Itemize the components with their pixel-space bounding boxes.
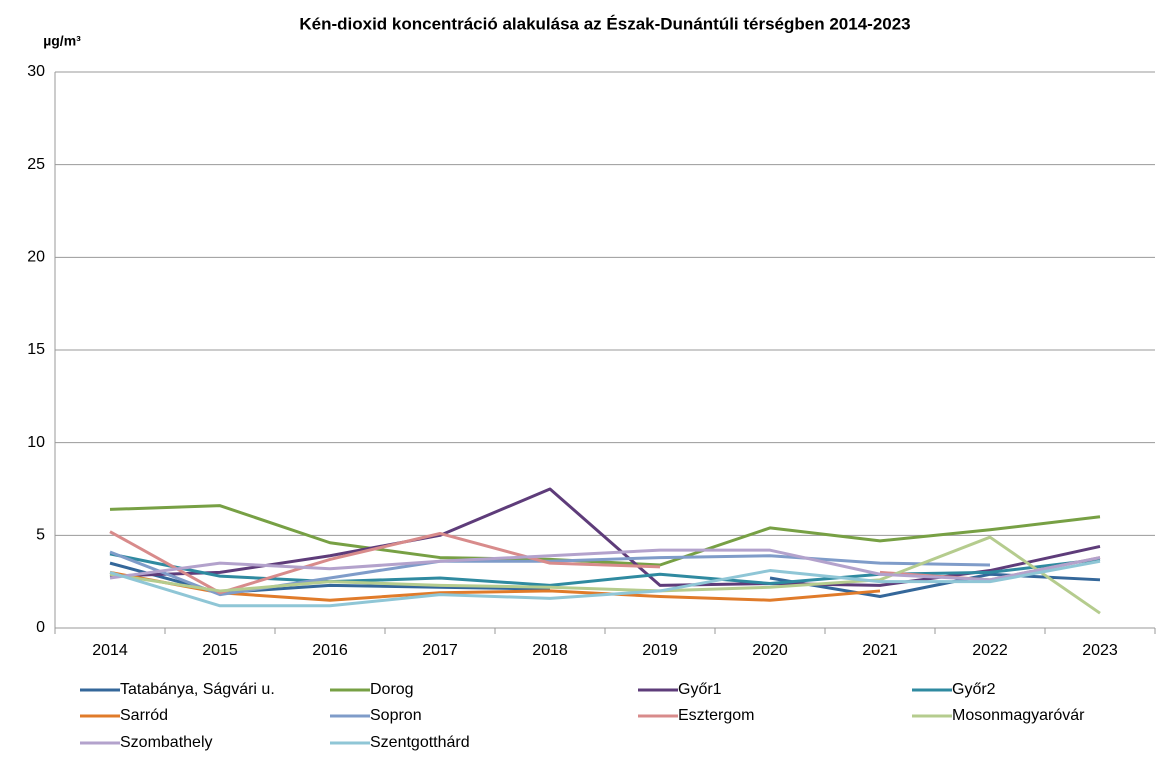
legend-label: Győr2	[952, 681, 996, 698]
legend-label: Sarród	[120, 707, 168, 724]
series-line	[109, 548, 1101, 582]
x-tick-label: 2019	[642, 642, 678, 659]
y-tick-label: 20	[27, 249, 45, 266]
series-line	[109, 561, 1101, 598]
legend-label: Mosonmagyaróvár	[952, 707, 1085, 724]
legend-label: Győr1	[678, 681, 722, 698]
legend-label: Dorog	[370, 681, 414, 698]
x-tick-label: 2018	[532, 642, 568, 659]
series-line	[109, 535, 1101, 615]
y-tick-label: 15	[27, 341, 45, 358]
x-tick-label: 2021	[862, 642, 898, 659]
y-axis-label: µg/m³	[43, 33, 81, 49]
y-tick-label: 0	[36, 619, 45, 636]
y-tick-label: 5	[36, 527, 45, 544]
x-tick-label: 2022	[972, 642, 1008, 659]
series-line	[109, 570, 881, 602]
x-tick-label: 2020	[752, 642, 788, 659]
x-tick-label: 2017	[422, 642, 458, 659]
series-line	[109, 559, 1101, 608]
series-line	[109, 552, 1101, 587]
x-tick-label: 2023	[1082, 642, 1118, 659]
x-tick-label: 2015	[202, 642, 238, 659]
series-line	[109, 504, 1101, 567]
legend-label: Tatabánya, Ságvári u.	[120, 681, 275, 698]
chart-title: Kén-dioxid koncentráció alakulása az Ész…	[299, 14, 910, 33]
y-tick-label: 25	[27, 156, 45, 173]
x-tick-label: 2014	[92, 642, 128, 659]
legend-label: Sopron	[370, 707, 422, 724]
y-tick-label: 10	[27, 434, 45, 451]
legend-label: Szentgotthárd	[370, 734, 470, 751]
legend-label: Szombathely	[120, 734, 213, 751]
y-tick-label: 30	[27, 63, 45, 80]
series-line	[109, 487, 1101, 587]
legend-label: Esztergom	[678, 707, 754, 724]
x-tick-label: 2016	[312, 642, 348, 659]
